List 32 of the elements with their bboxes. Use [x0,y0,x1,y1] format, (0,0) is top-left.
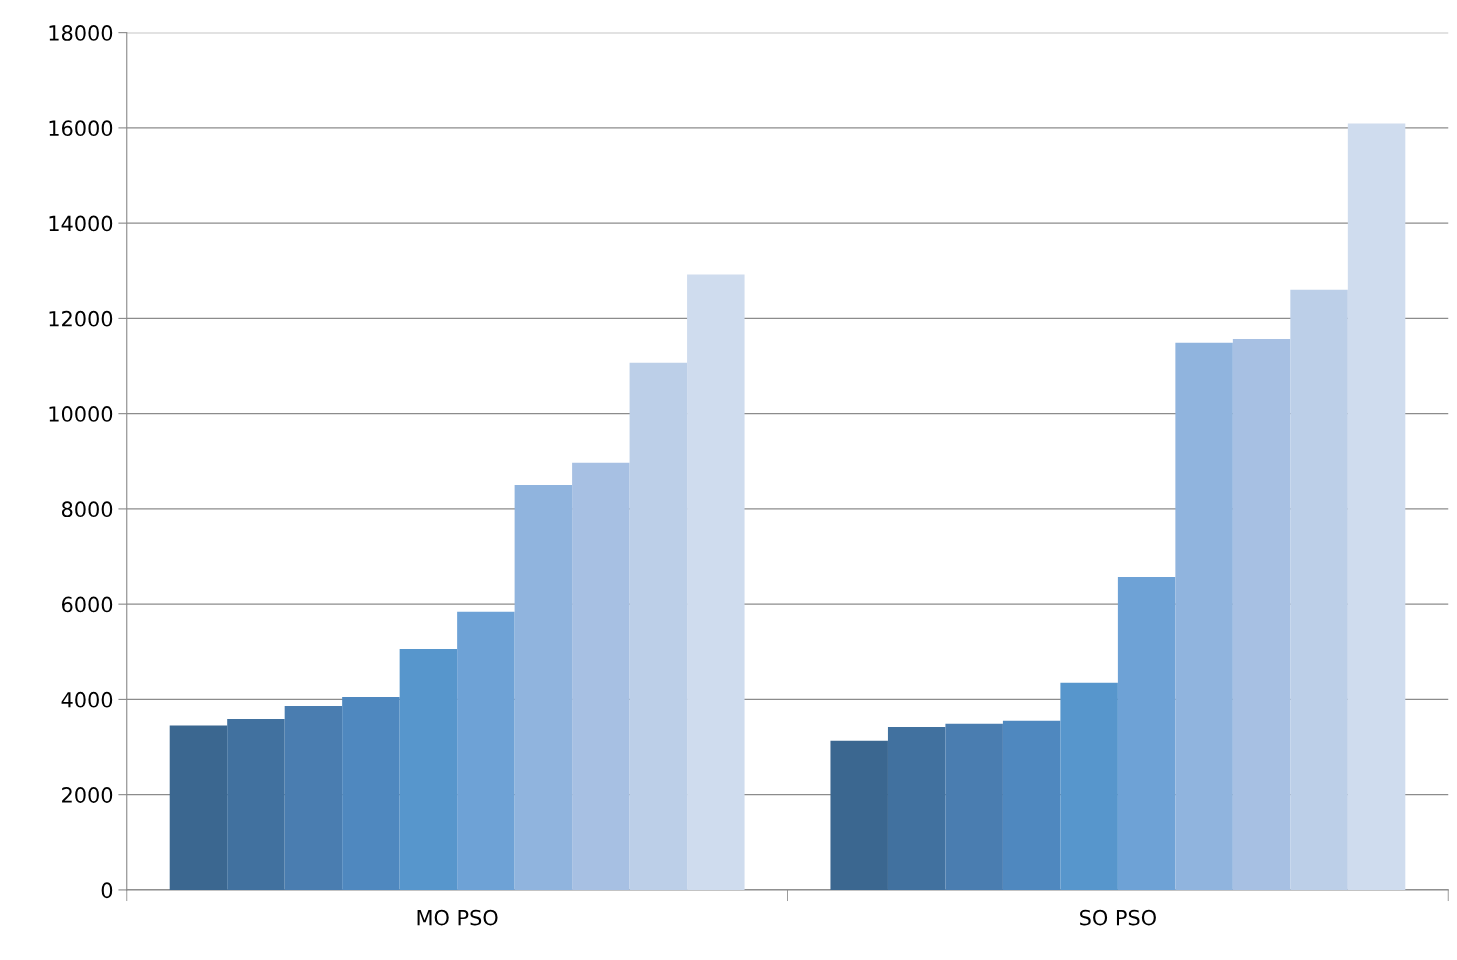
y-tick-label: 12000 [49,310,113,327]
y-tick-label: 8000 [61,501,113,518]
bar [1060,682,1118,890]
bar [342,697,400,890]
bar [887,727,946,890]
y-tick-label: 4000 [61,691,113,708]
bar [1117,577,1176,890]
y-tick-label: 0 [101,882,113,899]
bar [629,362,688,890]
bar [227,718,285,890]
y-tick-label: 16000 [49,120,113,137]
x-tick-label: SO PSO [1080,909,1156,926]
bar [1232,338,1291,890]
bar [514,485,573,890]
bar [572,462,630,890]
y-tick-label: 6000 [62,596,113,613]
bar [830,740,888,890]
x-tick-label: MO PSO [417,909,498,926]
y-tick-label: 18000 [49,25,113,41]
bar [1002,720,1061,890]
bar [169,725,228,890]
y-tick-label: 14000 [49,215,113,232]
bar [1175,342,1233,890]
bar [687,274,745,890]
y-tick-label: 10000 [49,406,113,422]
bar [457,611,515,890]
y-tick-label: 2000 [62,787,113,803]
bar [399,648,458,890]
bar [1290,289,1348,890]
bar [284,706,343,890]
bar [945,723,1003,890]
bar [1347,123,1406,890]
